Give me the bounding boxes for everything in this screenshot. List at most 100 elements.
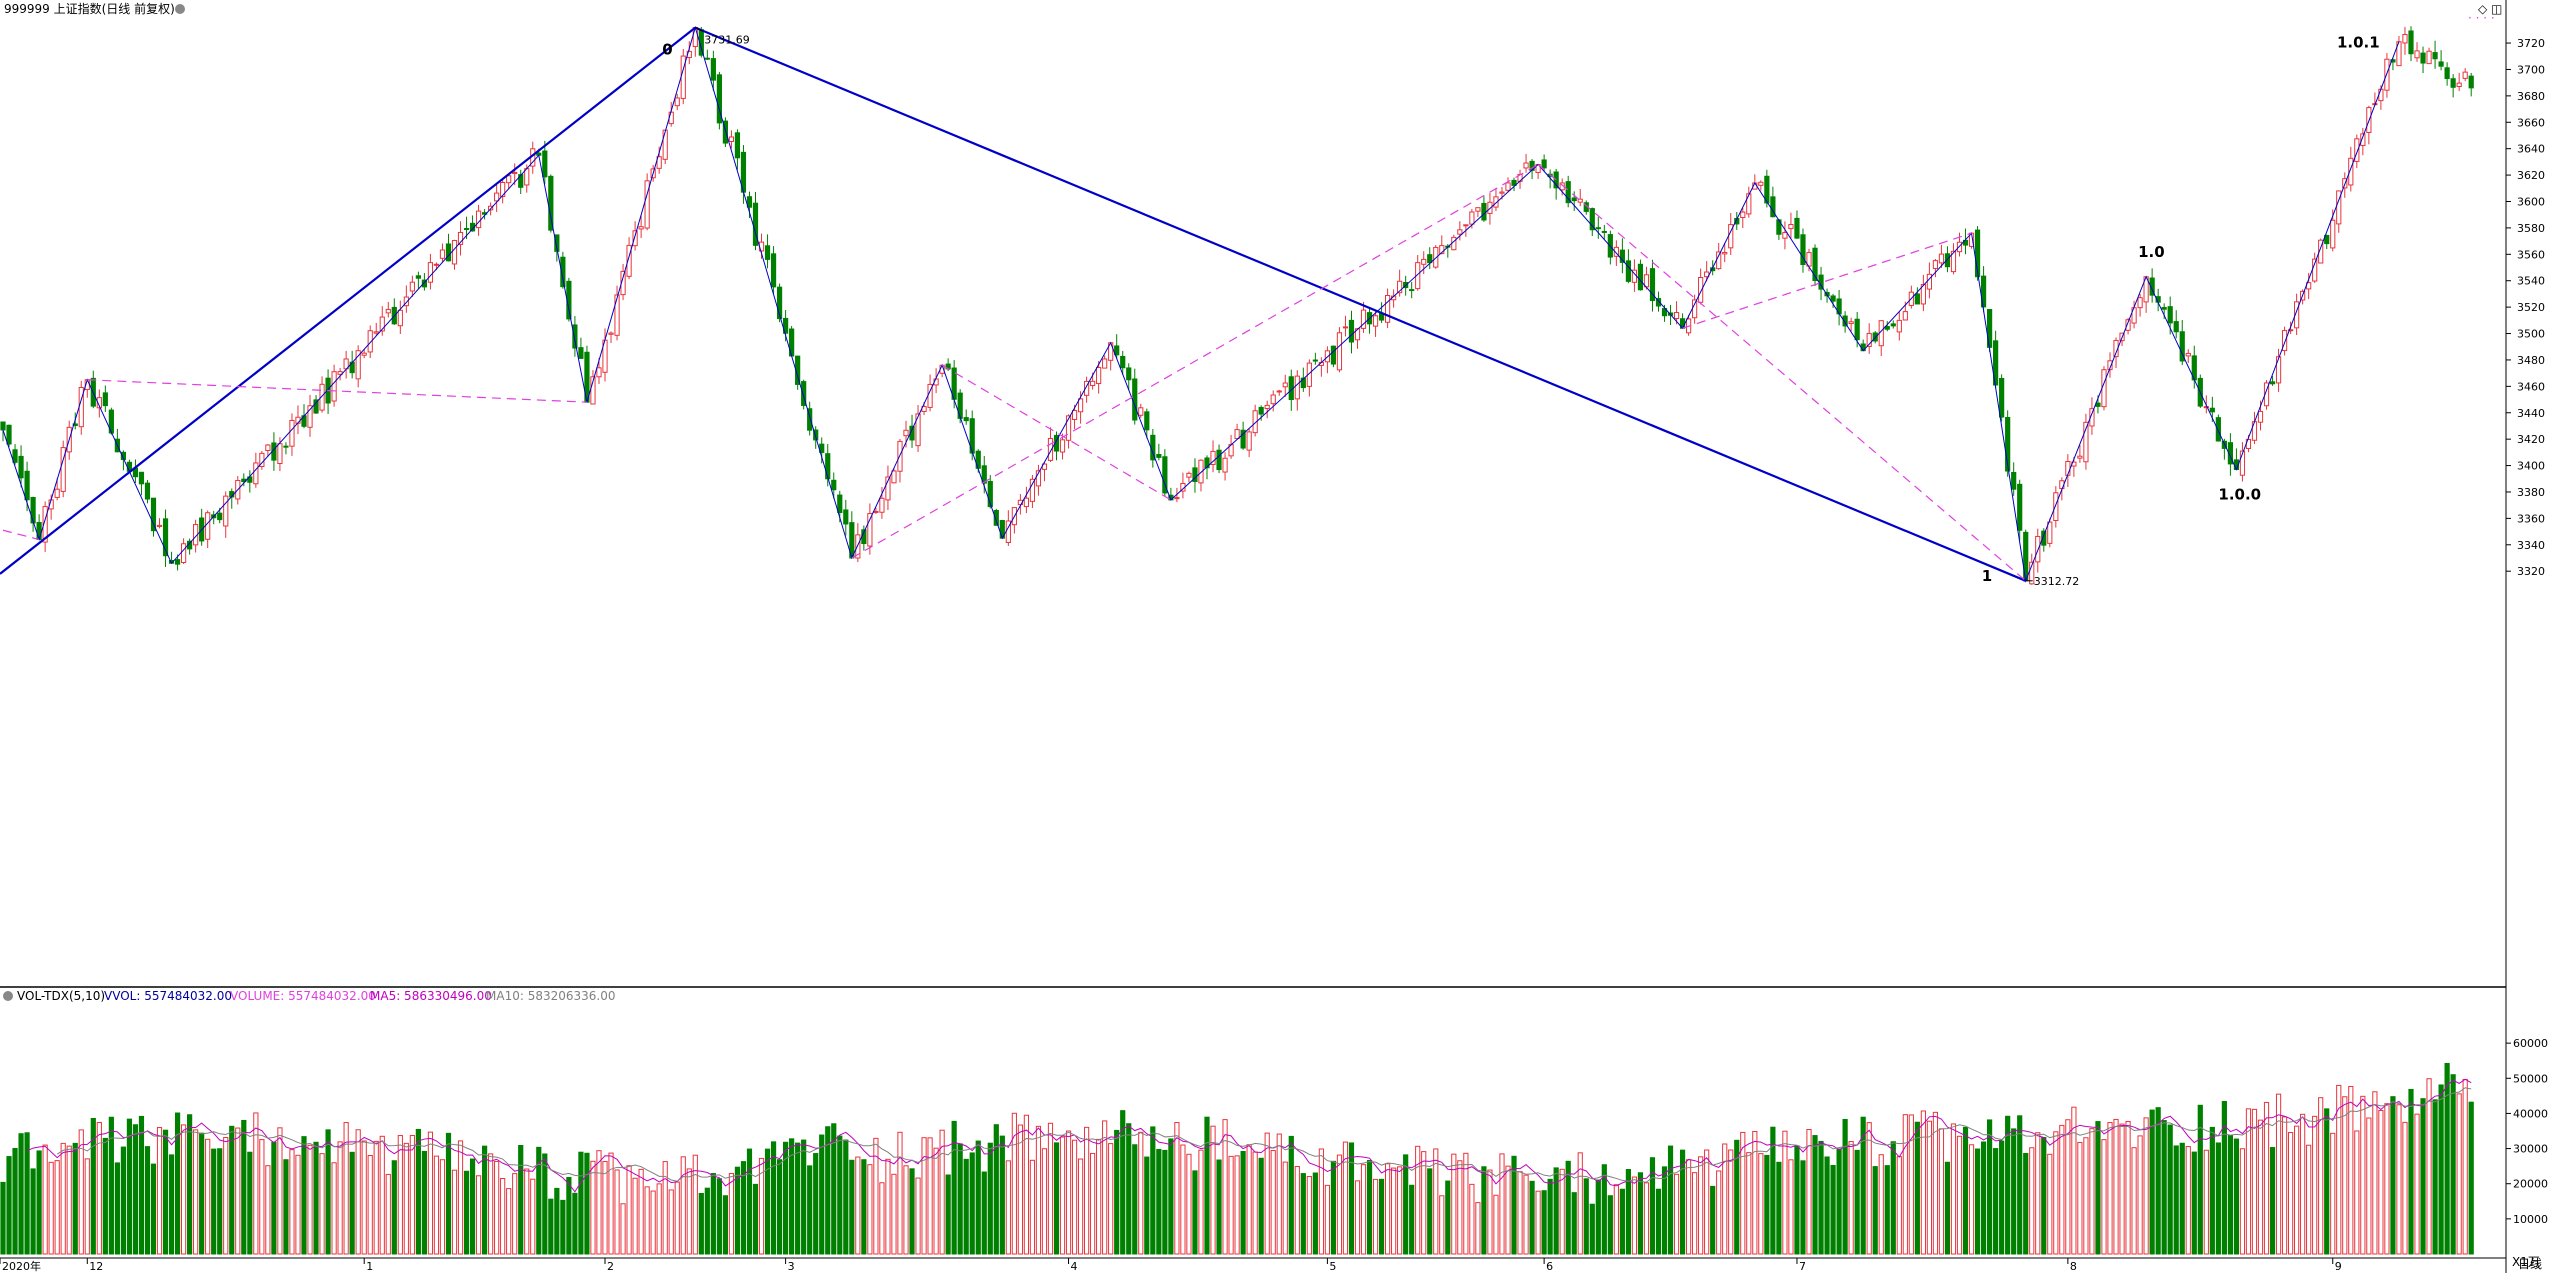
price-tick-label: 3560	[2517, 248, 2545, 261]
volume-bar	[325, 1129, 331, 1255]
volume-bar	[1011, 1112, 1017, 1255]
candle-body	[1974, 229, 1981, 278]
candle-body	[783, 317, 789, 334]
candle-body	[1475, 207, 1481, 212]
wave-label-1: 1	[1982, 567, 1992, 585]
volume-bar	[801, 1139, 807, 1255]
volume-bar	[1090, 1152, 1096, 1255]
volume-bar	[469, 1158, 476, 1255]
candle-body	[1114, 345, 1120, 356]
candle-body	[2047, 521, 2053, 544]
volume-bar	[174, 1112, 181, 1255]
candle-body	[1415, 262, 1421, 290]
candle-body	[1065, 415, 1072, 441]
candle-body	[1541, 159, 1547, 169]
volume-bar	[1029, 1159, 1036, 1255]
candle-body	[307, 405, 313, 428]
volume-bar	[385, 1173, 391, 1255]
candle-body	[722, 120, 728, 144]
candle-body	[1692, 299, 1698, 319]
volume-bar	[1493, 1194, 1499, 1255]
candle-body	[1294, 375, 1300, 400]
volume-bar	[445, 1132, 452, 1255]
candle-body	[1884, 326, 1890, 330]
volume-bar	[488, 1153, 494, 1255]
volume-bar	[1842, 1118, 1848, 1255]
volume-bar	[1854, 1149, 1860, 1255]
candle-body	[2396, 41, 2402, 67]
volume-bar	[2468, 1101, 2474, 1255]
volume-bar	[283, 1159, 289, 1255]
candle-body	[2185, 352, 2191, 357]
volume-bar	[1980, 1141, 1987, 1255]
symbol-title: 999999 上证指数(日线 前复权)	[4, 1, 175, 16]
candle-body	[2239, 450, 2246, 476]
volume-bar	[1132, 1144, 1138, 1255]
settings-icon[interactable]	[175, 4, 185, 14]
volume-bar	[2306, 1144, 2312, 1255]
candle-body	[319, 383, 325, 411]
volume-bar	[337, 1141, 343, 1255]
wave-label-0: 0	[662, 41, 672, 59]
volume-bar	[409, 1134, 415, 1255]
volume-bar	[2161, 1120, 2167, 1255]
window-controls[interactable]: ◇ ◫	[2478, 2, 2502, 16]
candle-body	[981, 465, 987, 484]
candle-body	[1421, 258, 1427, 265]
candle-body	[813, 429, 819, 441]
candle-body	[2414, 50, 2420, 59]
candle-body	[289, 419, 295, 447]
volume-bar	[463, 1170, 470, 1255]
volume-bar	[1535, 1190, 1541, 1255]
candle-body	[2083, 421, 2089, 463]
candle-body	[512, 171, 518, 175]
volume-bar	[1818, 1140, 1824, 1255]
candle-body	[2468, 75, 2474, 89]
date-tick-label: 4	[1071, 1260, 1078, 1273]
volume-settings-icon[interactable]	[3, 991, 13, 1001]
volume-bar	[223, 1137, 229, 1255]
volume-bar	[1017, 1124, 1023, 1255]
volume-bar	[506, 1188, 512, 1255]
volume-bar	[1999, 1140, 2005, 1255]
candle-body	[2408, 30, 2414, 55]
volume-bar	[1096, 1138, 1102, 1255]
volume-bar	[2077, 1142, 2083, 1255]
candle-body	[1090, 380, 1096, 386]
price-tick-label: 3480	[2517, 354, 2545, 367]
volume-bar	[2083, 1137, 2089, 1255]
volume-bar	[72, 1142, 78, 1255]
volume-bar	[1661, 1166, 1668, 1255]
volume-bar	[1421, 1151, 1427, 1255]
period-label[interactable]: 日线	[2518, 1257, 2542, 1271]
volume-bar	[373, 1140, 379, 1255]
volume-bar	[1457, 1160, 1463, 1255]
volume-bar	[1409, 1184, 1415, 1255]
candle-body	[265, 444, 271, 452]
volume-bar	[1475, 1202, 1481, 1255]
candle-body	[674, 97, 680, 107]
candle-body	[162, 518, 169, 557]
volume-bar	[1860, 1116, 1866, 1255]
candle-body	[807, 408, 813, 431]
candle-body	[1505, 182, 1511, 191]
volume-bar	[704, 1187, 710, 1255]
volume-bar	[1547, 1178, 1553, 1255]
volume-bar	[572, 1192, 578, 1255]
candle-body	[2438, 61, 2444, 67]
candle-body	[1950, 250, 1957, 273]
volume-bar	[951, 1120, 957, 1255]
candle-body	[1204, 457, 1210, 469]
volume-bar	[295, 1154, 301, 1255]
volume-bar	[187, 1114, 193, 1255]
volume-bar	[2294, 1125, 2300, 1255]
volume-bar	[530, 1178, 536, 1255]
volume-bar	[963, 1158, 969, 1255]
candle-body	[283, 445, 289, 448]
candle-body	[1433, 246, 1439, 268]
volume-bar	[945, 1174, 951, 1255]
volume-bar	[2251, 1108, 2258, 1255]
volume-bar	[1643, 1182, 1650, 1255]
volume-bar	[2263, 1101, 2270, 1255]
volume-bar	[2281, 1116, 2288, 1255]
